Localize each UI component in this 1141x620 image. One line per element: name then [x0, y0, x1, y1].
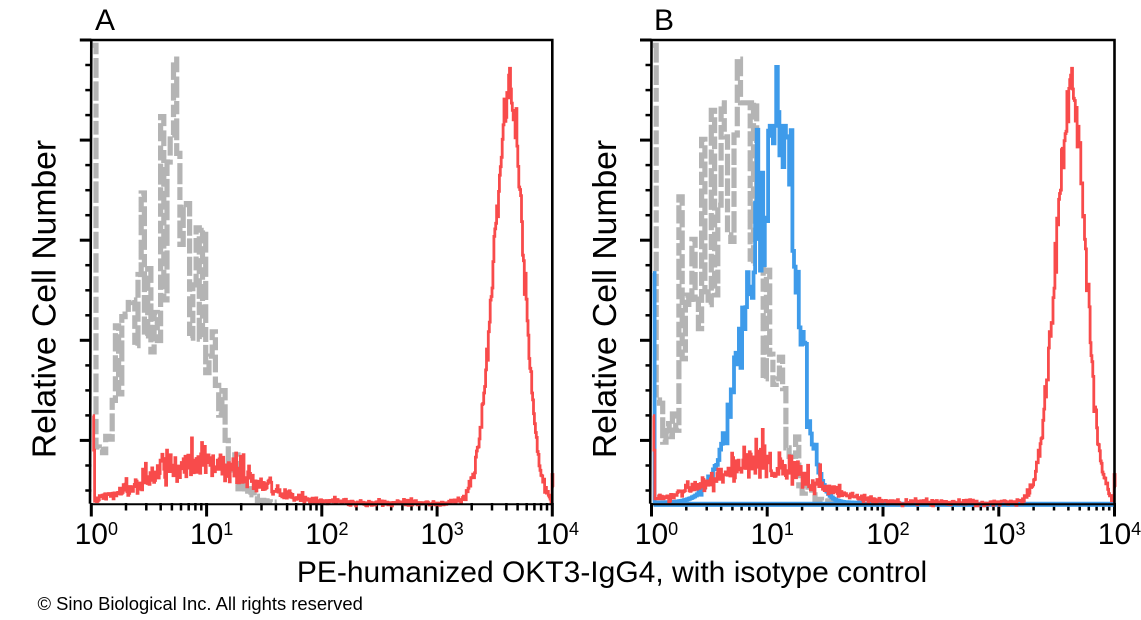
svg-text:Relative Cell Number: Relative Cell Number [26, 140, 64, 458]
svg-text:100: 100 [75, 518, 118, 551]
svg-text:103: 103 [982, 518, 1025, 551]
svg-text:Relative Cell Number: Relative Cell Number [586, 140, 624, 458]
svg-text:PE-humanized OKT3-IgG4, with i: PE-humanized OKT3-IgG4, with isotype con… [297, 556, 927, 589]
svg-text:© Sino Biological Inc. All rig: © Sino Biological Inc. All rights reserv… [38, 593, 363, 614]
svg-text:B: B [654, 4, 674, 37]
svg-text:A: A [95, 4, 115, 37]
